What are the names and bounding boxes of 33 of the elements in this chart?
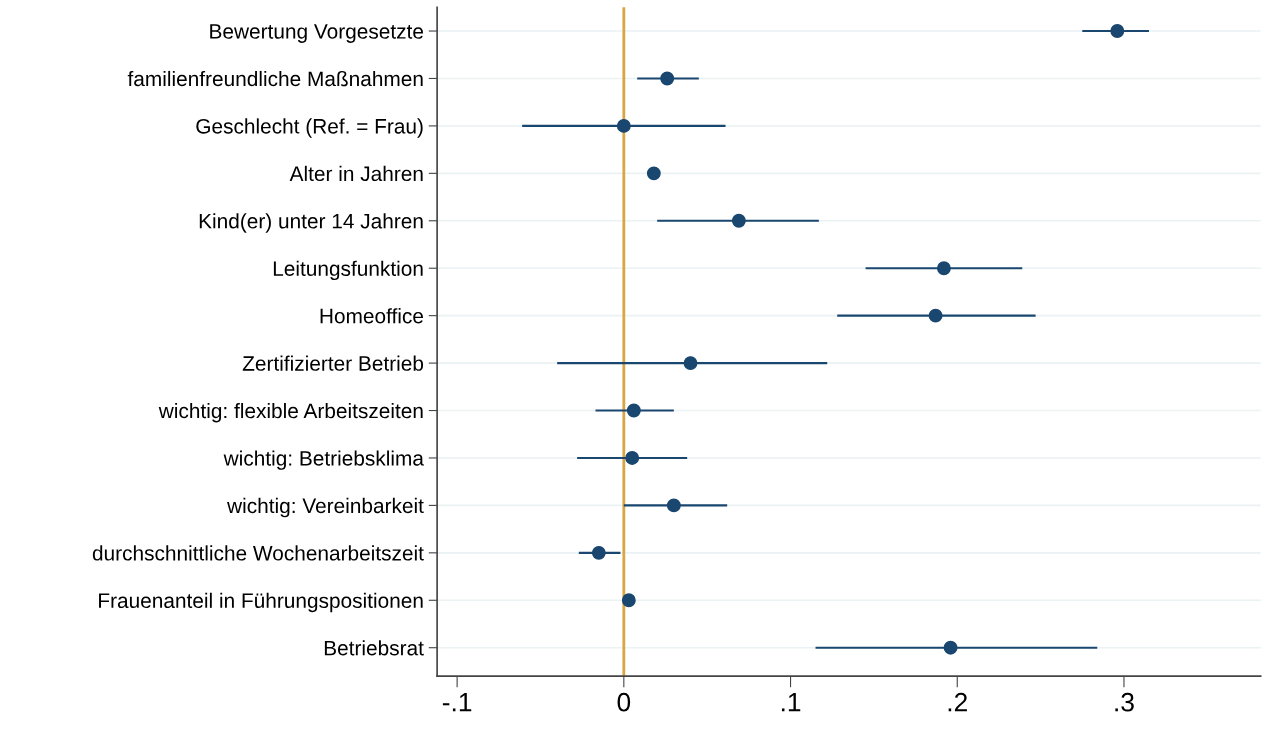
y-tick-label: Geschlecht (Ref. = Frau) [196, 118, 423, 138]
point [616, 118, 631, 133]
point [943, 640, 958, 655]
x-tick-label: -.1 [442, 693, 472, 712]
point [666, 498, 681, 513]
x-tick-label: .3 [1115, 692, 1134, 712]
point [660, 71, 675, 86]
y-tick-label: Homeoffice [320, 308, 423, 324]
y-tick-label: wichtig: flexible Arbeitszeiten [158, 402, 423, 423]
point [626, 403, 641, 418]
x-tick-label: .1 [781, 693, 801, 712]
point [928, 308, 943, 323]
y-tick-label: Frauenanteil in Führungspositionen [99, 592, 423, 613]
y-tick-label: Zertifizierter Betrieb [242, 355, 424, 371]
y-tick-label: Kind(er) unter 14 Jahren [199, 213, 423, 233]
point [591, 545, 606, 560]
y-tick-label: Betriebsrat [324, 640, 424, 656]
x-tick-label: 0 [617, 692, 631, 712]
point [646, 166, 661, 181]
y-tick-label: wichtig: Betriebsklima [223, 450, 424, 470]
point [1110, 24, 1125, 38]
y-tick-label: Leitungsfunktion [273, 260, 423, 281]
point [625, 451, 640, 465]
x-tick-label: .2 [948, 692, 967, 712]
point [731, 213, 746, 228]
y-tick-label: Bewertung Vorgesetzte [210, 24, 424, 43]
y-tick-label: familienfreundliche Maßnahmen [127, 70, 423, 87]
point [621, 593, 636, 608]
y-tick-label: wichtig: Vereinbarkeit [227, 497, 424, 518]
y-tick-label: Alter in Jahren [289, 165, 423, 182]
y-tick-label: durchschnittliche Wochenarbeitszeit [92, 545, 424, 561]
point [936, 261, 951, 276]
point [683, 356, 698, 371]
